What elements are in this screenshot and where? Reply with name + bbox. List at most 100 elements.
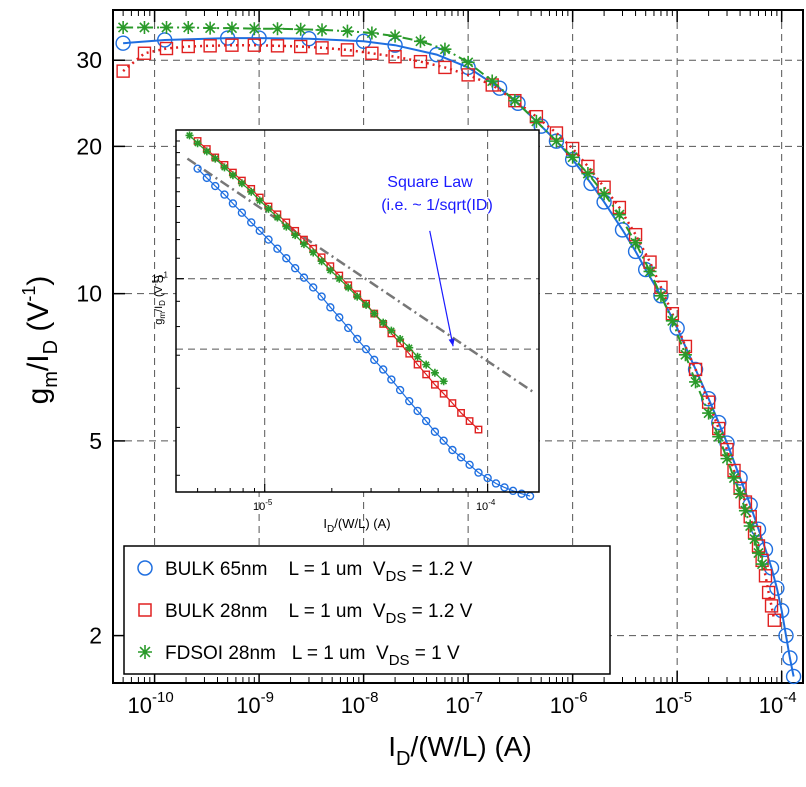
inset-data-point <box>290 264 300 273</box>
main-data-point <box>438 60 452 75</box>
main-data-point <box>225 38 239 52</box>
main-data-point <box>461 55 475 69</box>
main-data-point <box>643 264 657 278</box>
main-data-point <box>251 30 267 46</box>
inset-x-label-rest: /(W/L) (A) <box>334 516 390 531</box>
inset-data-point <box>465 460 474 470</box>
annotation-arrow-line <box>429 230 454 347</box>
inset-data-point <box>202 173 212 183</box>
legend-label-bulk65: BULK 65nm L = 1 um VDS = 1.2 V <box>165 559 473 585</box>
inset-data-point <box>228 199 238 208</box>
main-data-point <box>137 20 151 34</box>
inset-data-point <box>211 181 220 191</box>
x-label-rest: /(W/L) (A) <box>410 731 531 762</box>
main-data-point <box>751 546 765 560</box>
annotation-arrow-head <box>448 338 455 347</box>
main-data-point <box>315 23 329 37</box>
inset-data-point <box>344 323 353 333</box>
inset-data-point <box>422 370 431 379</box>
main-data-point <box>388 50 402 64</box>
inset-data-point <box>421 416 431 426</box>
legend-label-bulk28: BULK 28nm L = 1 um VDS = 1.2 V <box>165 601 473 627</box>
inset-data-point <box>439 436 448 445</box>
inset-data-point <box>457 408 465 417</box>
inset-data-point <box>282 222 291 231</box>
main-data-point <box>702 406 716 420</box>
legend-marker-circle <box>137 560 153 576</box>
inset-data-point <box>465 417 474 425</box>
main-data-point <box>738 504 752 518</box>
main-data-point <box>115 35 131 51</box>
main-data-point <box>719 435 735 451</box>
legend-label-fdsoi28: FDSOI 28nm L = 1 um VDS = 1 V <box>165 643 460 669</box>
inset-data-point <box>247 187 256 196</box>
main-y-tick-labels: 2 5 10 20 30 <box>76 47 102 648</box>
main-data-point <box>748 532 762 546</box>
legend-sub: DS <box>386 568 407 585</box>
main-data-point <box>778 627 794 644</box>
inset-x-tick-label: 10-4 <box>476 498 496 513</box>
main-data-point <box>510 95 526 111</box>
inset-data-point <box>299 273 309 282</box>
main-x-tick-label: 10-10 <box>128 689 174 718</box>
inset-data-point <box>237 179 246 188</box>
main-data-point <box>203 21 217 35</box>
inset-data-point <box>361 344 371 354</box>
inset-data-point <box>362 300 371 309</box>
main-data-point <box>597 187 611 201</box>
inset-data-point <box>430 427 440 436</box>
inset-annotation-line2: (i.e. ~ 1/sqrt(ID) <box>381 197 493 214</box>
main-data-point <box>688 362 703 377</box>
inset-data-point <box>264 204 273 213</box>
inset-y-label-g: g <box>153 319 165 325</box>
inset-y-label-m-sub: m <box>158 312 167 319</box>
main-data-point <box>491 80 508 96</box>
main-data-point <box>181 39 195 54</box>
legend-box <box>123 545 611 675</box>
inset-data-point <box>317 292 326 301</box>
inset-data-point <box>413 360 422 369</box>
main-data-point <box>413 34 427 48</box>
legend-item-bulk28: BULK 28nm L = 1 um VDS = 1.2 V <box>138 601 473 627</box>
inset-data-point <box>264 235 273 244</box>
inset-y-axis-label: gm/ID (V-1) <box>151 275 167 325</box>
main-series-star <box>116 20 769 571</box>
legend-sub: DS <box>389 652 410 669</box>
inset-data-point <box>508 486 518 496</box>
main-data-point <box>315 41 329 55</box>
main-y-tick-label: 30 <box>76 47 102 73</box>
main-data-point <box>438 42 452 56</box>
main-data-point <box>428 46 445 63</box>
inset-data-point <box>517 489 526 498</box>
main-data-point <box>219 30 236 46</box>
inset-data-point <box>491 479 501 488</box>
y-label-units: (V <box>22 302 55 340</box>
inset-tick-marks <box>175 129 489 492</box>
inset-data-point <box>353 292 362 301</box>
inset-data-point <box>344 283 353 292</box>
inset-data-point <box>387 326 396 335</box>
inset-data-point <box>273 213 282 222</box>
legend-marker-square <box>138 603 152 617</box>
inset-data-point <box>185 131 194 140</box>
main-data-point <box>720 452 734 466</box>
main-data-point <box>159 20 173 34</box>
legend-text: BULK 28nm L = 1 um V <box>165 601 386 622</box>
main-x-tick-label: 10-9 <box>236 689 274 718</box>
y-label-d-sub: D <box>40 340 62 354</box>
inset-y-label-d-sub: D <box>158 300 167 306</box>
y-label-m-sub: m <box>40 371 62 388</box>
main-y-tick-label: 2 <box>89 623 102 649</box>
inset-data-point <box>237 208 247 217</box>
main-data-point <box>388 29 402 43</box>
inset-data-point <box>335 274 344 283</box>
main-x-tick-labels: 10-10 10-9 10-8 10-7 10-6 10-5 10-4 <box>128 689 797 718</box>
main-data-point <box>581 167 595 181</box>
inset-data-point <box>220 163 229 172</box>
main-data-point <box>247 22 261 36</box>
inset-data-point <box>193 164 202 173</box>
inset-data-point <box>326 266 335 275</box>
main-x-tick-label: 10-6 <box>550 689 588 718</box>
main-data-point <box>785 668 802 685</box>
main-data-point <box>689 375 703 389</box>
